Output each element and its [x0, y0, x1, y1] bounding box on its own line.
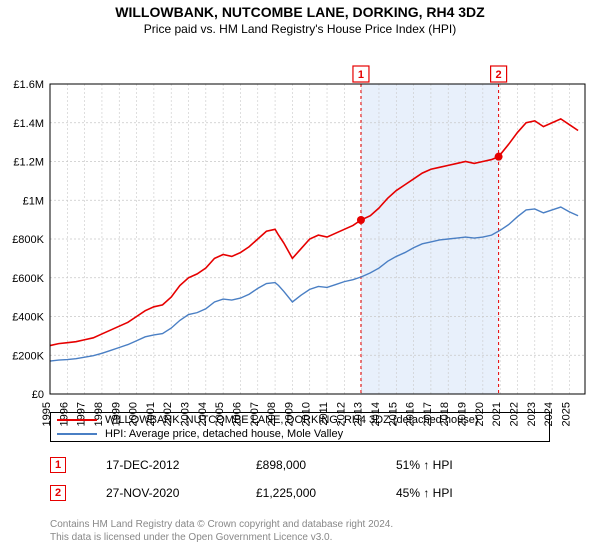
- svg-text:£1.6M: £1.6M: [13, 79, 44, 91]
- svg-text:£400K: £400K: [12, 312, 44, 324]
- chart-title: WILLOWBANK, NUTCOMBE LANE, DORKING, RH4 …: [0, 0, 600, 20]
- svg-text:2: 2: [496, 69, 502, 81]
- sale-vs-hpi: 45% ↑ HPI: [396, 486, 453, 500]
- legend: WILLOWBANK, NUTCOMBE LANE, DORKING, RH4 …: [50, 412, 550, 442]
- svg-text:£600K: £600K: [12, 273, 44, 285]
- sale-price: £898,000: [256, 458, 356, 472]
- sales-table: 1 17-DEC-2012 £898,000 51% ↑ HPI 2 27-NOV-202…: [0, 456, 453, 512]
- svg-text:£1.4M: £1.4M: [13, 118, 44, 130]
- sale-date: 27-NOV-2020: [106, 486, 216, 500]
- svg-text:£200K: £200K: [12, 350, 44, 362]
- sale-row: 2 27-NOV-2020 £1,225,000 45% ↑ HPI: [0, 484, 453, 502]
- legend-row: WILLOWBANK, NUTCOMBE LANE, DORKING, RH4 …: [51, 413, 549, 427]
- line-chart: £0 £200K £400K £600K £800K £1M £1.2M £1.4M £1.6M…: [0, 40, 600, 444]
- legend-label: HPI: Average price, detached house, Mole…: [105, 428, 343, 440]
- legend-label: WILLOWBANK, NUTCOMBE LANE, DORKING, RH4 …: [105, 414, 479, 426]
- sale-badge: 2: [50, 485, 66, 501]
- svg-text:£800K: £800K: [12, 234, 44, 246]
- legend-swatch: [57, 419, 97, 421]
- legend-row: HPI: Average price, detached house, Mole…: [51, 427, 549, 441]
- chart-subtitle: Price paid vs. HM Land Registry's House …: [0, 20, 600, 40]
- svg-text:2025: 2025: [560, 402, 572, 426]
- sale-vs-hpi: 51% ↑ HPI: [396, 458, 453, 472]
- footer-line-2: This data is licensed under the Open Gov…: [50, 531, 393, 544]
- chart-container: WILLOWBANK, NUTCOMBE LANE, DORKING, RH4 …: [0, 0, 600, 560]
- sale-row: 1 17-DEC-2012 £898,000 51% ↑ HPI: [0, 456, 453, 474]
- svg-text:£0: £0: [32, 389, 44, 401]
- legend-swatch: [57, 433, 97, 435]
- footer-line-1: Contains HM Land Registry data © Crown c…: [50, 518, 393, 531]
- svg-text:£1M: £1M: [23, 195, 44, 207]
- sale-badge: 1: [50, 457, 66, 473]
- svg-text:1: 1: [358, 69, 364, 81]
- svg-text:£1.2M: £1.2M: [13, 157, 44, 169]
- attribution-footer: Contains HM Land Registry data © Crown c…: [50, 518, 393, 544]
- sale-price: £1,225,000: [256, 486, 356, 500]
- sale-date: 17-DEC-2012: [106, 458, 216, 472]
